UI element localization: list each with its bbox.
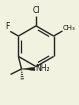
Text: NH₂: NH₂ (35, 64, 50, 74)
Text: CH₃: CH₃ (63, 25, 76, 31)
Text: F: F (5, 22, 10, 31)
Polygon shape (21, 67, 35, 71)
Text: Cl: Cl (32, 6, 40, 15)
